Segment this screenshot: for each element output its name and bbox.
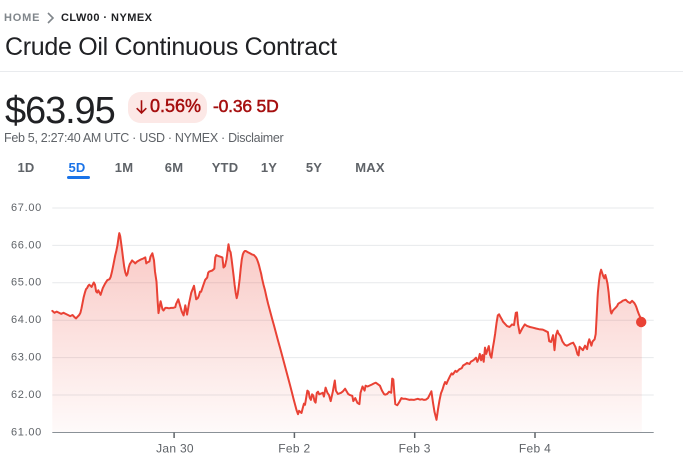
svg-text:Feb 4: Feb 4 bbox=[519, 442, 551, 456]
svg-text:Feb 2: Feb 2 bbox=[278, 442, 310, 456]
svg-text:66.00: 66.00 bbox=[11, 239, 42, 251]
svg-text:67.00: 67.00 bbox=[11, 202, 42, 214]
svg-text:Jan 30: Jan 30 bbox=[156, 442, 194, 456]
svg-text:64.00: 64.00 bbox=[11, 314, 42, 326]
svg-text:62.00: 62.00 bbox=[11, 389, 42, 401]
svg-text:65.00: 65.00 bbox=[11, 277, 42, 289]
svg-text:61.00: 61.00 bbox=[11, 426, 42, 438]
svg-text:Feb 3: Feb 3 bbox=[399, 442, 431, 456]
svg-text:63.00: 63.00 bbox=[11, 352, 42, 364]
